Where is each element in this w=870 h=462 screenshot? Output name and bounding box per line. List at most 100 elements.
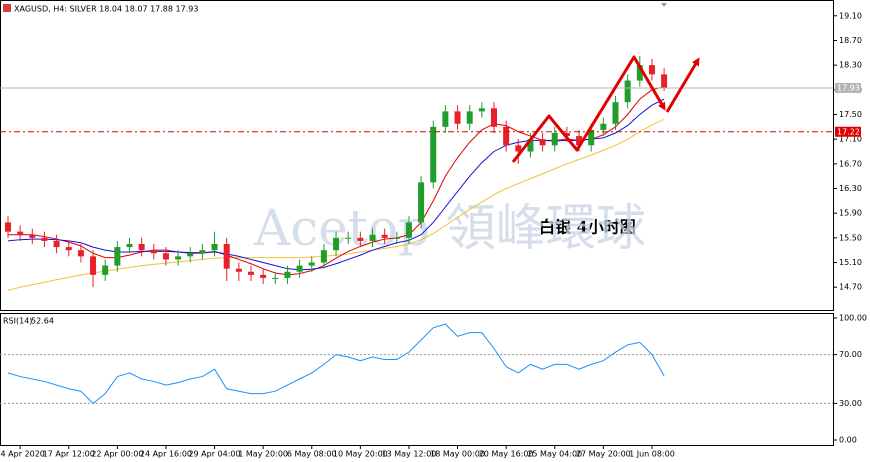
candle-body (661, 74, 668, 88)
x-tick-label: 29 Apr 04:00 (188, 450, 240, 459)
candle-body (41, 237, 48, 241)
candle-body (515, 145, 522, 152)
watermark: Acetop 領峰環球 (253, 199, 646, 257)
candle-body (576, 136, 583, 146)
candle-body (563, 132, 570, 137)
candle-body (320, 250, 327, 263)
candle-body (418, 182, 425, 223)
x-tick-label: 18 May 00:00 (430, 450, 485, 459)
arrow-down (511, 55, 666, 163)
candle-body (223, 244, 230, 269)
x-tick-label: 20 May 16:00 (479, 450, 534, 459)
y-tick-label: 70.00 (839, 350, 862, 359)
y-tick-label: 14.70 (839, 283, 862, 292)
y-tick-label: 16.30 (839, 184, 862, 193)
price-label: 17.93 (837, 83, 860, 92)
candle-body (345, 237, 352, 239)
candle-body (17, 231, 24, 235)
candle-body (648, 65, 655, 75)
candle-body (90, 256, 97, 275)
candle-body (624, 80, 631, 103)
symbol-icon (3, 4, 11, 12)
candle-body (296, 265, 303, 272)
candle-body (600, 123, 607, 130)
x-tick-label: 1 Jun 08:00 (629, 450, 675, 459)
candle-body (77, 250, 84, 257)
series-line (7, 323, 665, 405)
rsi-frame (0, 313, 834, 446)
candle-body (551, 132, 558, 146)
y-tick-label: 18.30 (839, 61, 862, 70)
price-label-box (835, 126, 861, 137)
candle-body (248, 271, 254, 275)
candle-body (175, 256, 182, 260)
x-tick-label: 17 Apr 12:00 (43, 450, 95, 459)
y-tick-label: 15.10 (839, 258, 862, 267)
candle-body (381, 234, 388, 238)
candle-body (260, 274, 267, 278)
y-tick-label: 100.00 (839, 314, 867, 323)
candle-body (272, 277, 279, 279)
plot-layer: 14.70 15.10 15.50 15.90 16.30 16.70 17.10 17.50… (0, 11, 867, 459)
arrow-up (665, 57, 700, 113)
x-tick-label: 22 Apr 00:00 (91, 450, 143, 459)
rsi-title: RSI(14) (3, 317, 32, 326)
candle-body (187, 253, 194, 257)
rsi-value: 52.64 (31, 317, 54, 326)
y-tick-label: 19.10 (839, 11, 862, 20)
zigzag-arrows (511, 55, 700, 163)
chart-title: XAGUSD, H4: SILVER 18.04 18.07 17.88 17.… (14, 5, 198, 14)
candle-body (102, 265, 109, 275)
x-tick-label: 25 May 04:00 (527, 450, 582, 459)
y-tick-label: 17.10 (839, 135, 862, 144)
y-tick-label: 16.70 (839, 159, 862, 168)
x-tick-label: 10 May 20:00 (333, 450, 388, 459)
y-tick-label: 18.70 (839, 36, 862, 45)
annotation: 白银 4小时图 (539, 218, 636, 237)
x-tick-label: 14 Apr 2020 (0, 450, 45, 459)
candle-body (126, 244, 133, 248)
candle-body (430, 126, 437, 183)
candle-body (503, 126, 510, 146)
candle-body (114, 247, 121, 266)
candle-body (138, 244, 145, 251)
candle-body (235, 268, 242, 272)
y-tick-label: 15.90 (839, 209, 862, 218)
candle-body (393, 237, 400, 239)
candle-body (357, 237, 364, 241)
candle-body (333, 237, 340, 251)
y-tick-label: 17.50 (839, 110, 862, 119)
candle-body (539, 139, 546, 146)
price-label: 17.22 (837, 127, 860, 136)
candle-body (491, 108, 497, 127)
candle-body (199, 250, 206, 254)
price-label-box (835, 82, 861, 93)
candle-body (405, 222, 412, 238)
candle-body (369, 234, 376, 241)
candle-body (284, 271, 291, 278)
candle-body (588, 129, 595, 146)
candle-body (162, 253, 169, 260)
candle-body (478, 108, 485, 112)
candle-body (29, 234, 36, 238)
candle-body (65, 247, 72, 251)
candle-body (454, 111, 461, 124)
candle-body (211, 244, 218, 251)
candle-body (636, 65, 643, 81)
candle-body (612, 102, 619, 124)
y-tick-label: 30.00 (839, 399, 862, 408)
x-tick-label: 6 May 08:00 (287, 450, 337, 459)
candle-body (466, 111, 473, 124)
y-tick-label: 15.50 (839, 233, 862, 242)
candle-body (150, 250, 157, 254)
x-tick-label: 24 Apr 16:00 (140, 450, 192, 459)
price-frame (0, 0, 834, 311)
x-tick-label: 13 May 12:00 (382, 450, 437, 459)
x-tick-label: 1 May 20:00 (238, 450, 288, 459)
candle-body (442, 111, 449, 127)
candle-body (527, 139, 534, 152)
scroll-icon (661, 3, 667, 7)
candle-body (53, 240, 60, 248)
